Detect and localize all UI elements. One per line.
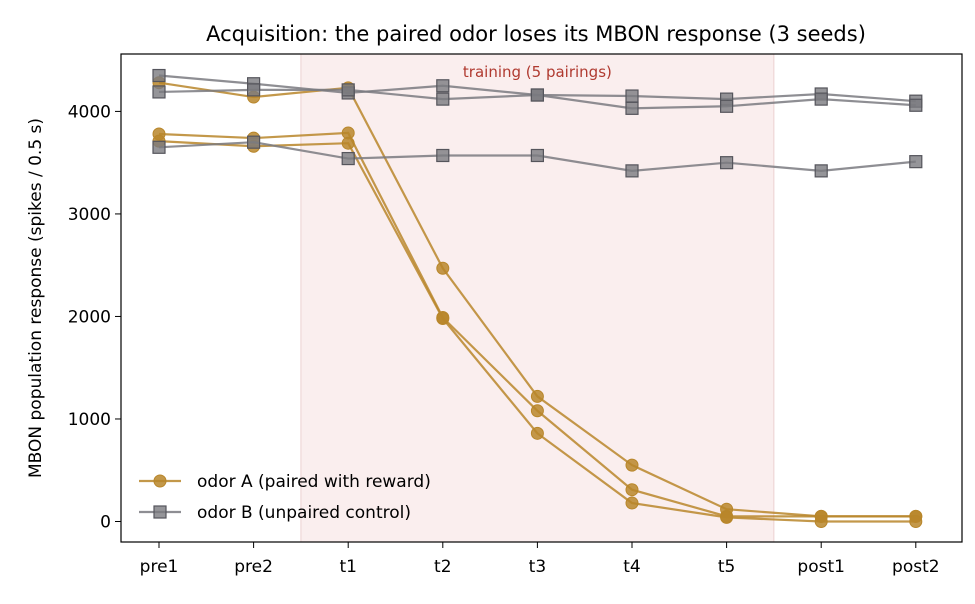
x-tick-label: post1: [797, 557, 845, 577]
x-tick-label: t2: [434, 557, 451, 577]
data-point: [814, 514, 828, 528]
data-point: [152, 140, 166, 154]
x-tick-label: pre2: [234, 557, 273, 577]
data-point: [152, 68, 166, 83]
legend-label: odor A (paired with reward): [197, 472, 431, 492]
x-tick-label: post2: [892, 557, 940, 577]
series-5: [152, 83, 923, 115]
x-tick-label: t4: [623, 557, 640, 577]
data-point: [436, 312, 450, 326]
data-point: [719, 156, 734, 170]
data-point: [909, 514, 923, 528]
data-point: [247, 135, 261, 149]
data-point: [720, 510, 734, 524]
data-point: [247, 83, 261, 97]
data-point: [341, 136, 355, 150]
data-point: [625, 496, 639, 510]
data-point: [909, 155, 923, 169]
y-tick-label: 3000: [68, 205, 111, 225]
series-layer: [152, 68, 923, 528]
series-6: [152, 135, 923, 178]
y-tick-label: 4000: [68, 102, 111, 122]
data-point: [530, 148, 545, 163]
legend-item: odor A (paired with reward): [139, 472, 431, 492]
x-tick-label: t1: [339, 557, 356, 577]
data-point: [436, 261, 450, 275]
x-tick-label: pre1: [140, 557, 179, 577]
data-point: [814, 92, 828, 106]
data-point: [625, 89, 639, 103]
data-point: [625, 164, 639, 178]
data-point: [436, 92, 450, 106]
data-point: [436, 79, 450, 93]
plot-frame: [120, 53, 963, 543]
axis-layer: pre1 pre2 t1 t2 t3 t4 t5 post1 post2 0 1000 2000 300…: [68, 102, 940, 577]
shade-layer: [300, 53, 775, 543]
data-point: [530, 404, 544, 418]
data-point: [719, 99, 734, 113]
training-region-label: training (5 pairings): [463, 63, 612, 81]
data-point: [909, 98, 923, 112]
data-point: [814, 164, 828, 178]
data-point: [530, 389, 544, 403]
y-tick-label: 1000: [68, 410, 111, 430]
legend-marker: [153, 474, 167, 488]
data-point: [625, 458, 639, 472]
training-region: [300, 53, 775, 543]
x-tick-label: t5: [718, 557, 735, 577]
data-point: [625, 101, 639, 115]
data-point: [625, 483, 639, 497]
legend: odor A (paired with reward) odor B (unpai…: [139, 472, 431, 523]
data-point: [341, 83, 355, 97]
chart-title: Acquisition: the paired odor loses its M…: [206, 22, 866, 46]
y-axis-label: MBON population response (spikes / 0.5 s…: [26, 118, 46, 478]
data-point: [530, 426, 544, 440]
x-tick-label: t3: [529, 557, 546, 577]
y-tick-label: 2000: [68, 307, 111, 327]
legend-label: odor B (unpaired control): [197, 503, 411, 523]
legend-item: odor B (unpaired control): [139, 503, 411, 523]
data-point: [436, 148, 450, 163]
y-tick-label: 0: [100, 512, 111, 532]
data-point: [341, 151, 355, 166]
legend-marker: [153, 505, 167, 519]
data-point: [152, 85, 166, 99]
data-point: [530, 88, 545, 102]
